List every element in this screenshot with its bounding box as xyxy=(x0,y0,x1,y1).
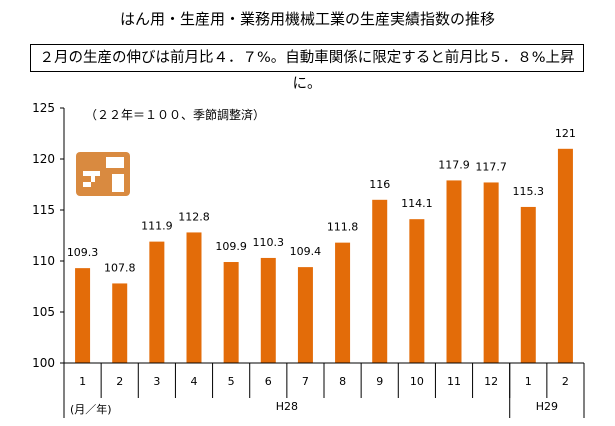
bar xyxy=(335,242,351,363)
x-tick-label: 5 xyxy=(228,375,235,388)
data-label: 117.7 xyxy=(475,160,507,173)
y-tick-label: 100 xyxy=(32,356,55,370)
chart-title: はん用・生産用・業務用機械工業の生産実績指数の推移 xyxy=(119,10,495,28)
x-tick-label: 8 xyxy=(339,375,346,388)
x-tick-label: 10 xyxy=(410,375,424,388)
bar xyxy=(372,199,388,363)
data-label: 111.8 xyxy=(327,221,359,234)
data-label: 117.9 xyxy=(438,158,470,171)
bar xyxy=(409,219,425,363)
year-label: H29 xyxy=(536,400,558,413)
bar xyxy=(483,182,499,363)
y-tick-label: 105 xyxy=(32,305,55,319)
x-tick-label: 11 xyxy=(447,375,461,388)
data-label: 112.8 xyxy=(178,210,210,223)
chart-subtitle: ２月の生産の伸びは前月比４．７%。自動車関係に限定すると前月比５．８%上昇に。 xyxy=(30,44,584,92)
x-tick-label: 12 xyxy=(484,375,498,388)
bar xyxy=(520,206,536,363)
x-tick-label: 1 xyxy=(525,375,532,388)
year-label: H28 xyxy=(276,400,298,413)
data-label: 114.1 xyxy=(401,197,433,210)
index-note: （２２年＝１００、季節調整済） xyxy=(85,107,265,122)
bar xyxy=(149,241,165,363)
bar xyxy=(112,283,128,363)
y-axis: 100 105 110 115 120 125 xyxy=(32,101,65,370)
x-tick-label: 4 xyxy=(191,375,198,388)
x-tick-label: 3 xyxy=(153,375,160,388)
x-tick-label: 1 xyxy=(79,375,86,388)
data-label: 115.3 xyxy=(513,185,545,198)
data-label: 109.3 xyxy=(67,246,99,259)
y-tick-label: 115 xyxy=(32,203,55,217)
x-axis-title: (月／年) xyxy=(70,402,112,416)
data-labels: 109.3 107.8 111.9 112.8 109.9 110.3 109.4 111.8… xyxy=(67,127,576,275)
y-tick-label: 125 xyxy=(32,101,55,115)
x-tick-label: 9 xyxy=(376,375,383,388)
data-label: 109.9 xyxy=(215,240,247,253)
bar xyxy=(557,148,573,363)
data-label: 109.4 xyxy=(290,245,322,258)
x-tick-label: 2 xyxy=(116,375,123,388)
bar-series xyxy=(75,148,573,363)
data-label: 110.3 xyxy=(253,236,285,249)
x-tick-label: 6 xyxy=(265,375,272,388)
data-label: 116 xyxy=(369,178,390,191)
x-tick-label: 7 xyxy=(302,375,309,388)
bar xyxy=(75,268,91,363)
data-label: 121 xyxy=(555,127,576,140)
data-label: 107.8 xyxy=(104,261,136,274)
bar xyxy=(446,180,462,363)
bar xyxy=(186,232,202,363)
y-tick-label: 120 xyxy=(32,152,55,166)
data-label: 111.9 xyxy=(141,220,173,233)
bar xyxy=(223,262,239,363)
y-tick-label: 110 xyxy=(32,254,55,268)
sewing-machine-icon xyxy=(76,152,130,196)
x-tick-label: 2 xyxy=(562,375,569,388)
bar xyxy=(297,267,313,363)
bar xyxy=(260,257,276,363)
